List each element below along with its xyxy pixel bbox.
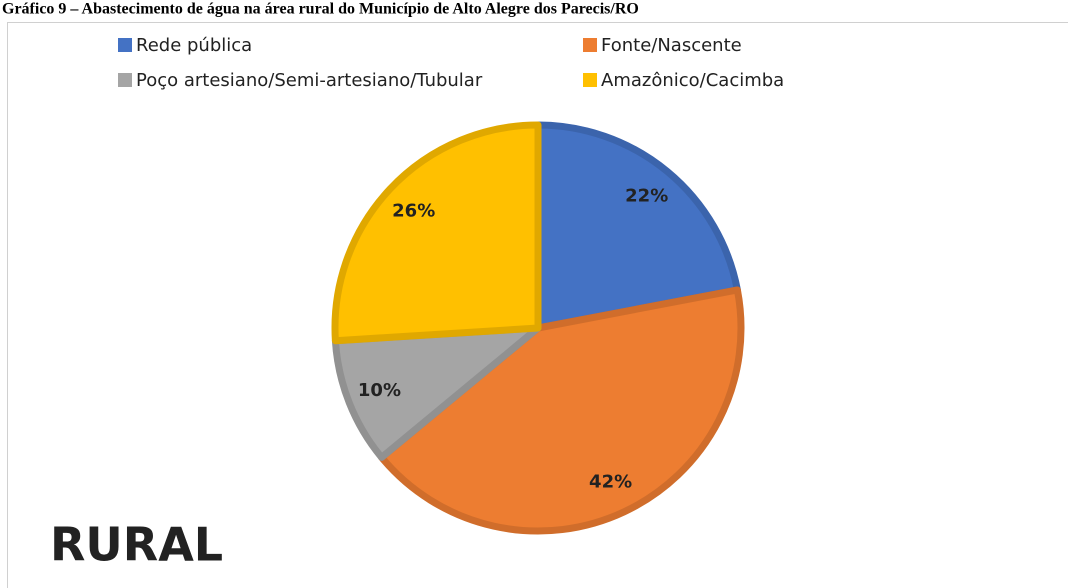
data-label: 22% <box>625 186 668 207</box>
pie-slice <box>331 324 542 461</box>
legend-swatch <box>118 73 132 87</box>
legend-swatch <box>583 73 597 87</box>
legend-swatch <box>583 38 597 52</box>
annotation: RURAL <box>50 518 223 572</box>
slice-border <box>331 121 542 345</box>
legend-label: Fonte/Nascente <box>601 35 742 56</box>
pie-slice <box>534 121 741 332</box>
legend-swatch <box>118 38 132 52</box>
chart-title: Gráfico 9 – Abastecimento de água na áre… <box>2 1 639 18</box>
data-label: 42% <box>589 471 632 492</box>
legend-label: Poço artesiano/Semi-artesiano/Tubular <box>136 70 483 91</box>
pie-slice <box>331 121 542 345</box>
legend-label: Rede pública <box>136 35 252 56</box>
pie-slice <box>378 286 745 535</box>
slice-border <box>378 286 745 535</box>
slice-border <box>331 324 542 461</box>
data-label: 10% <box>358 380 401 401</box>
slice-border <box>534 121 741 332</box>
data-label: 26% <box>392 200 435 221</box>
legend-label: Amazônico/Cacimba <box>601 70 784 91</box>
